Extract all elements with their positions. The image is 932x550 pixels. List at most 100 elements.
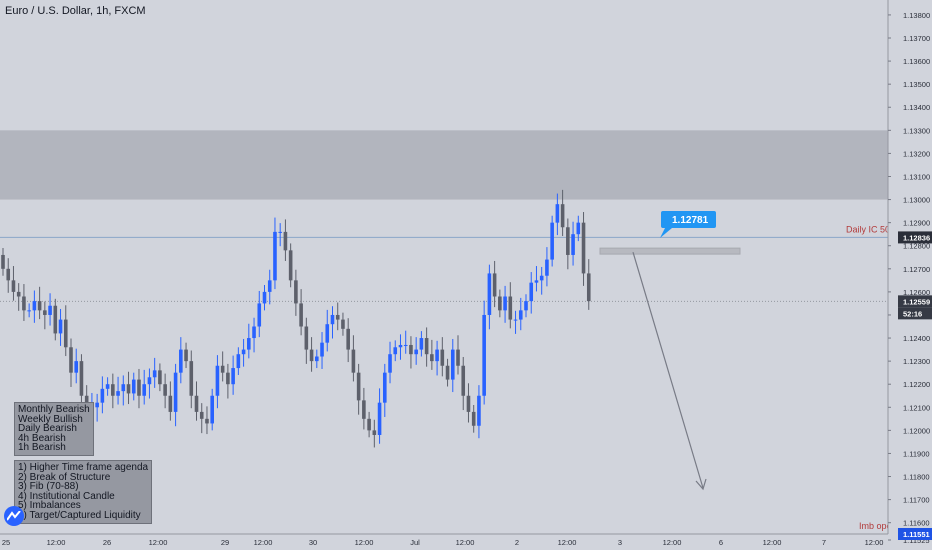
candle-body[interactable] (22, 296, 26, 311)
candle-body[interactable] (126, 384, 131, 394)
candle-body[interactable] (27, 310, 31, 312)
candle-body[interactable] (362, 400, 366, 419)
candle-body[interactable] (372, 430, 377, 435)
candle-body[interactable] (257, 303, 262, 327)
candle-body[interactable] (273, 231, 277, 281)
candle-body[interactable] (262, 291, 267, 304)
candle-body[interactable] (63, 319, 68, 348)
candle-body[interactable] (456, 349, 460, 366)
candle-body[interactable] (158, 370, 162, 385)
candle-body[interactable] (534, 280, 539, 283)
candle-body[interactable] (173, 372, 178, 412)
candle-body[interactable] (566, 227, 570, 255)
candle-body[interactable] (388, 354, 392, 373)
candle-body[interactable] (189, 361, 194, 396)
candle-body[interactable] (100, 388, 105, 403)
candle-body[interactable] (69, 347, 73, 373)
candle-body[interactable] (283, 231, 288, 251)
candle-body[interactable] (524, 301, 528, 311)
candle-body[interactable] (220, 365, 225, 373)
candle-body[interactable] (304, 326, 309, 350)
order-block-rect[interactable] (599, 247, 741, 255)
candle-body[interactable] (315, 356, 319, 362)
candle-body[interactable] (58, 319, 63, 334)
candle-body[interactable] (398, 344, 403, 348)
candle-body[interactable] (95, 402, 99, 408)
candle-body[interactable] (377, 402, 382, 435)
candle-body[interactable] (288, 250, 293, 281)
candle-body[interactable] (210, 395, 214, 424)
candle-body[interactable] (341, 319, 345, 329)
agenda-note-box[interactable]: 1) Higher Time frame agenda 2) Break of S… (14, 460, 153, 524)
candle-body[interactable] (116, 391, 120, 396)
candle-body[interactable] (508, 296, 513, 320)
candle-body[interactable] (445, 365, 450, 380)
candle-body[interactable] (184, 349, 188, 362)
candle-body[interactable] (231, 368, 235, 385)
candle-body[interactable] (539, 275, 544, 281)
candle-body[interactable] (226, 372, 230, 385)
candle-body[interactable] (74, 361, 79, 373)
candle-body[interactable] (105, 384, 110, 389)
projection-arrow[interactable] (632, 251, 704, 489)
candle-body[interactable] (498, 296, 502, 311)
candle-body[interactable] (121, 384, 126, 392)
candle-body[interactable] (414, 349, 418, 355)
candle-body[interactable] (43, 310, 47, 315)
candle-body[interactable] (252, 326, 256, 339)
price-axis[interactable] (888, 0, 932, 550)
candle-body[interactable] (576, 222, 581, 235)
candle-body[interactable] (16, 291, 21, 297)
candle-body[interactable] (53, 305, 58, 334)
candle-body[interactable] (545, 259, 549, 276)
candle-body[interactable] (147, 377, 152, 385)
candle-body[interactable] (163, 384, 167, 396)
candle-body[interactable] (430, 354, 434, 362)
candle-body[interactable] (487, 273, 492, 315)
candle-body[interactable] (48, 305, 52, 315)
candle-body[interactable] (555, 204, 560, 223)
candle-body[interactable] (560, 204, 565, 228)
candle-body[interactable] (346, 328, 350, 350)
candle-body[interactable] (325, 324, 330, 343)
candle-body[interactable] (492, 273, 497, 297)
candle-body[interactable] (393, 347, 398, 355)
candle-body[interactable] (581, 222, 586, 274)
candle-body[interactable] (299, 303, 303, 327)
candle-body[interactable] (111, 384, 115, 396)
tradingview-logo-icon[interactable] (4, 506, 24, 526)
candle-body[interactable] (32, 301, 37, 311)
candle-body[interactable] (152, 370, 157, 378)
candle-body[interactable] (351, 349, 356, 373)
candle-body[interactable] (241, 349, 246, 355)
candle-body[interactable] (403, 344, 408, 346)
candle-body[interactable] (247, 338, 251, 350)
candle-body[interactable] (477, 395, 481, 426)
supply-zone[interactable] (0, 130, 888, 200)
candle-body[interactable] (215, 365, 220, 396)
candle-body[interactable] (37, 301, 42, 311)
candle-body[interactable] (278, 231, 282, 233)
candle-body[interactable] (466, 395, 471, 412)
candle-body[interactable] (367, 418, 371, 431)
candle-body[interactable] (440, 349, 445, 366)
candle-body[interactable] (236, 354, 241, 369)
candle-body[interactable] (137, 379, 141, 396)
candle-body[interactable] (294, 280, 298, 304)
candle-body[interactable] (356, 372, 361, 401)
candle-body[interactable] (168, 395, 173, 412)
bias-note-box[interactable]: Monthly Bearish Weekly Bullish Daily Beari… (14, 402, 94, 456)
candle-body[interactable] (435, 349, 439, 362)
candle-body[interactable] (267, 280, 272, 292)
candle-body[interactable] (382, 372, 387, 403)
price-callout[interactable] (660, 211, 716, 238)
candle-body[interactable] (79, 361, 84, 396)
candle-body[interactable] (482, 314, 486, 396)
candle-body[interactable] (586, 273, 591, 302)
candle-body[interactable] (330, 314, 335, 325)
candle-body[interactable] (194, 395, 199, 412)
candle-body[interactable] (518, 310, 523, 320)
candle-body[interactable] (471, 411, 476, 426)
candle-body[interactable] (461, 365, 466, 396)
